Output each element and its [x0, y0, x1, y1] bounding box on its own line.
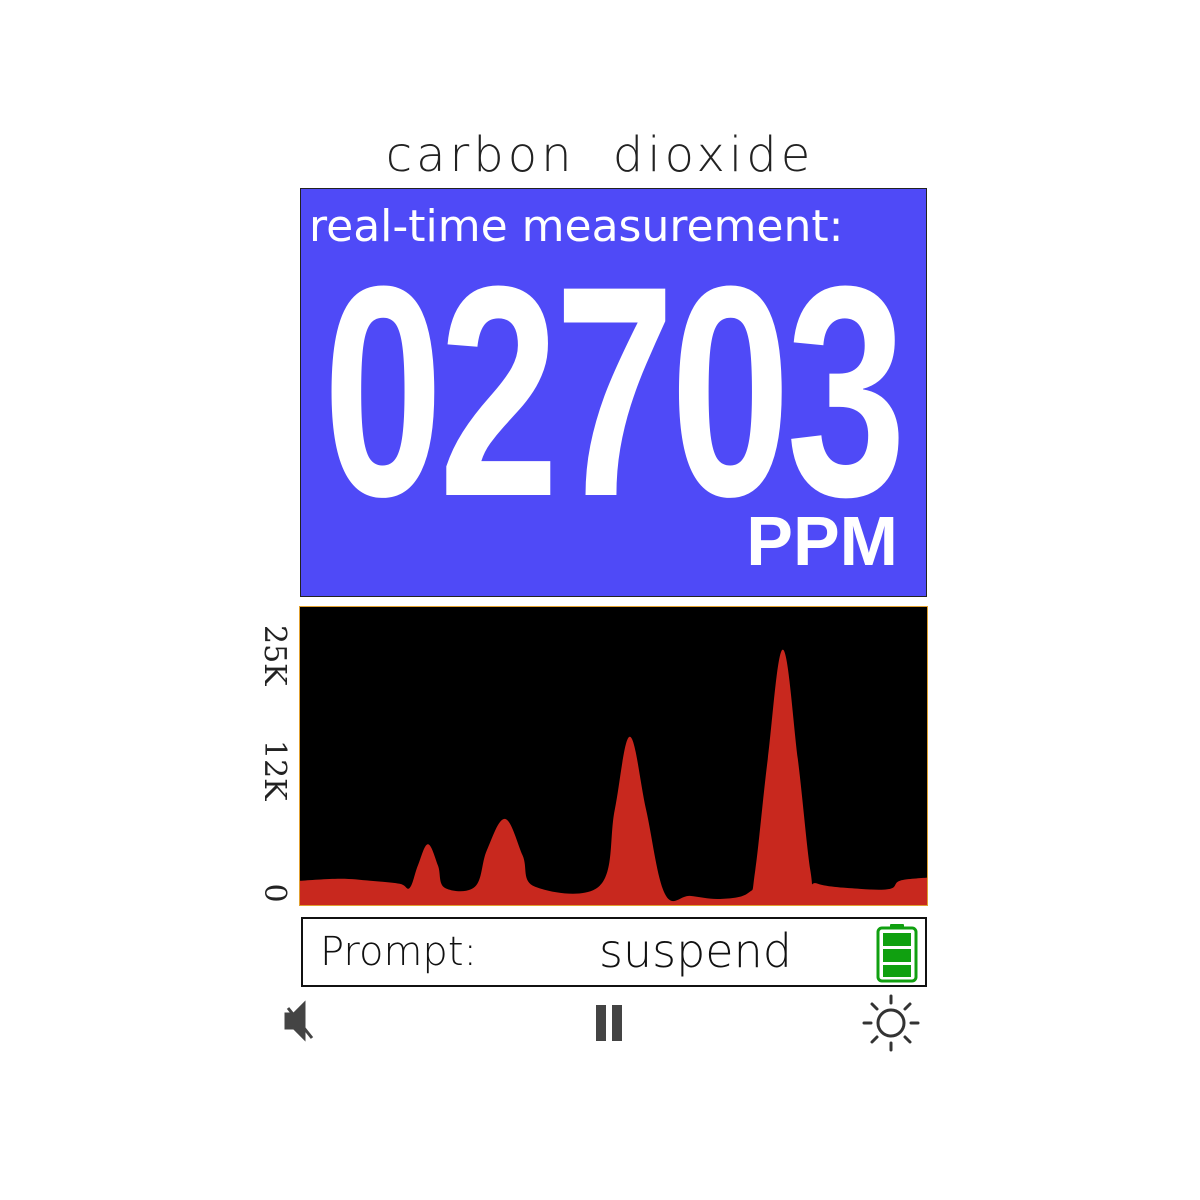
measurement-panel: real-time measurement: 02703 PPM	[300, 188, 927, 597]
status-bar: Prompt: suspend	[301, 917, 927, 987]
speaker-muted-icon	[284, 1000, 314, 1042]
y-tick-25k: 25K	[257, 625, 292, 686]
pause-icon	[596, 1005, 622, 1041]
pause-button[interactable]	[594, 1003, 626, 1043]
battery-icon	[876, 924, 918, 983]
mute-button[interactable]	[282, 1000, 318, 1042]
co2-area-series	[300, 649, 927, 905]
history-chart	[299, 606, 928, 906]
y-tick-12k: 12K	[257, 740, 292, 801]
unit-label: PPM	[746, 502, 898, 580]
page-title: carbon dioxide	[385, 127, 815, 183]
y-tick-0: 0	[257, 883, 292, 903]
co2-reading: 02703	[323, 223, 906, 559]
sun-icon	[862, 994, 920, 1052]
brightness-button[interactable]	[860, 992, 924, 1056]
chart-svg	[300, 649, 927, 905]
measurement-label: real-time measurement:	[309, 201, 844, 252]
prompt-label: Prompt:	[320, 929, 477, 975]
prompt-value: suspend	[599, 924, 792, 978]
